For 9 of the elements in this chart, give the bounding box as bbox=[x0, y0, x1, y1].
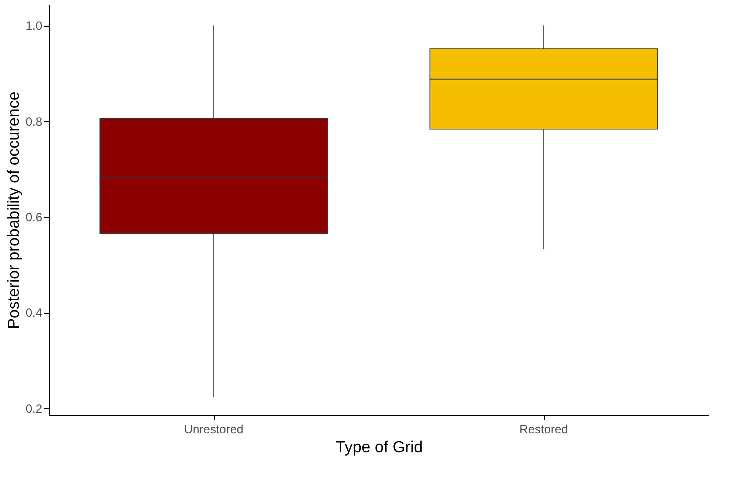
x-axis-title: Type of Grid bbox=[336, 440, 424, 456]
y-axis-title: Posterior probability of occurence bbox=[6, 92, 23, 330]
x-tick-label: Unrestored bbox=[184, 422, 244, 436]
y-tick-label: 0.2 bbox=[26, 402, 43, 416]
y-tick-label: 1.0 bbox=[26, 19, 43, 34]
x-tick-label: Restored bbox=[520, 422, 568, 436]
y-tick-label: 0.4 bbox=[26, 306, 43, 320]
y-tick-label: 0.8 bbox=[26, 114, 43, 129]
y-tick-label: 0.6 bbox=[26, 210, 43, 224]
